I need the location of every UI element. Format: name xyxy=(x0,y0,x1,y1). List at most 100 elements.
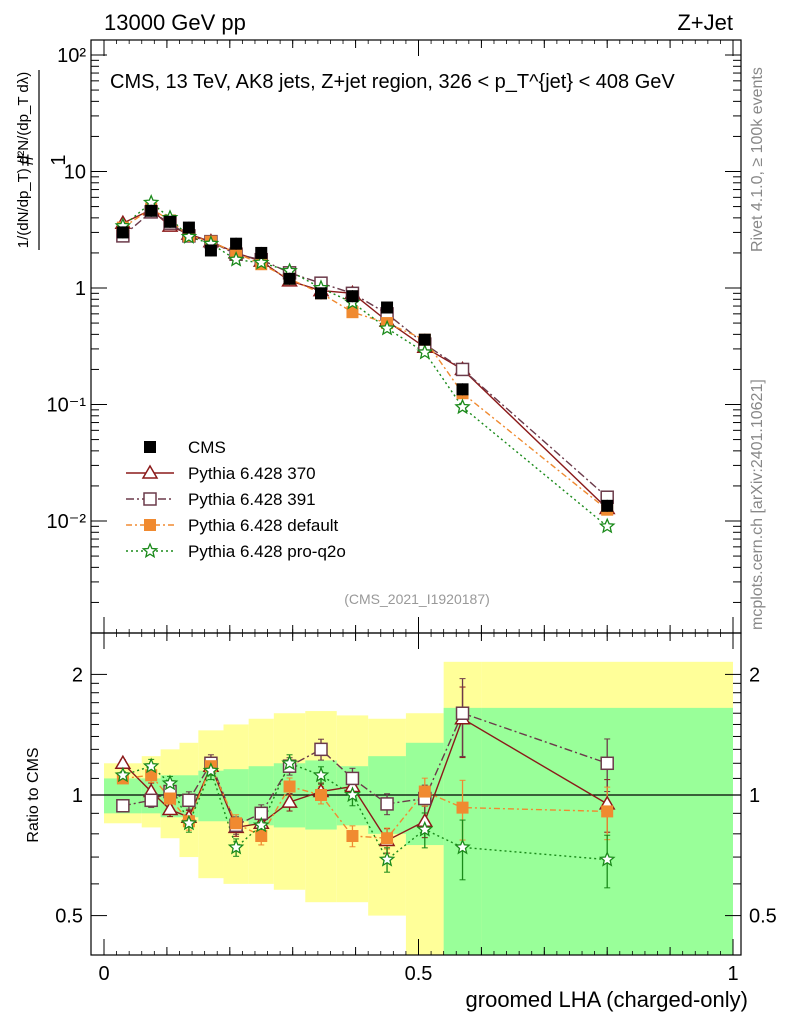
main-series-point xyxy=(416,343,433,360)
ratio-series-point xyxy=(227,838,245,855)
ratio-series-point xyxy=(315,789,328,801)
legend-marker xyxy=(144,519,156,531)
ratio-panel-series xyxy=(114,678,616,889)
cms-point xyxy=(230,237,243,250)
cms-point xyxy=(346,290,359,303)
ratio-tick-label-right: 0.5 xyxy=(749,906,777,928)
y-tick-label: 10 xyxy=(64,162,86,184)
header-right: Z+Jet xyxy=(677,10,733,35)
main-series-point xyxy=(598,517,616,534)
cms-point xyxy=(315,287,328,300)
ratio-series-point xyxy=(418,785,431,798)
ratio-series-point xyxy=(161,801,179,816)
legend: CMS Pythia 6.428 370 Pythia 6.428 391 Pythi… xyxy=(126,438,346,561)
ratio-series-point xyxy=(345,771,360,786)
main-panel-series xyxy=(114,194,616,534)
legend-marker xyxy=(143,492,157,506)
y-tick-label: 10⁻¹ xyxy=(47,395,87,417)
ratio-series-point xyxy=(380,797,394,811)
ratio-tick-label: 1 xyxy=(72,785,83,807)
cms-point xyxy=(164,215,177,228)
cms-point xyxy=(255,246,268,259)
main-series-point xyxy=(378,319,396,336)
ratio-series-point xyxy=(455,706,470,720)
main-ylabel-text: 1/(dN/dp_T) d²N/(dp_T dλ) xyxy=(15,72,32,248)
ratio-series-point xyxy=(182,793,196,808)
ratio-series-point xyxy=(416,820,433,837)
ratio-series-point xyxy=(230,817,243,830)
legend-marker xyxy=(141,542,159,559)
ratio-series-point xyxy=(145,769,158,782)
ratio-series-point xyxy=(114,766,132,783)
ratio-tick-label: 2 xyxy=(72,664,83,686)
ratio-series-point xyxy=(344,786,361,803)
ratio-series-point xyxy=(142,757,160,774)
ratio-ylabel: Ratio to CMS xyxy=(25,747,42,842)
legend-marker xyxy=(144,441,156,453)
ratio-series-point xyxy=(454,838,471,855)
header-left: 13000 GeV pp xyxy=(104,10,246,35)
ratio-panel-axes: 0 0.5 1 0.5 0.5 1 1 2 2 xyxy=(55,632,777,985)
legend-label: Pythia 6.428 default xyxy=(188,516,339,535)
svg-text:#: # xyxy=(13,153,38,166)
legend-label: Pythia 6.428 370 xyxy=(188,464,316,483)
ratio-series-point xyxy=(252,816,270,833)
main-ylabel: # 1 xyxy=(13,70,70,250)
analysis-id: (CMS_2021_I1920187) xyxy=(344,591,490,607)
cms-point xyxy=(145,204,158,217)
ratio-tick-label: 0.5 xyxy=(55,906,83,928)
main-series-point xyxy=(180,228,198,244)
cms-point xyxy=(418,333,431,346)
ratio-series-point xyxy=(598,850,616,867)
ratio-series-point xyxy=(456,801,469,814)
svg-text:1: 1 xyxy=(48,154,70,165)
legend-marker xyxy=(141,464,159,479)
ratio-series-point xyxy=(601,805,614,818)
ratio-uncertainty-bands xyxy=(104,661,733,955)
cms-point xyxy=(116,226,129,239)
legend-label: Pythia 6.428 pro-q2o xyxy=(188,542,346,561)
cms-point xyxy=(182,221,195,234)
ratio-tick-label-right: 2 xyxy=(749,664,760,686)
ratio-series-point xyxy=(312,766,330,783)
ratio-series-point xyxy=(180,814,198,831)
y-tick-label: 10² xyxy=(57,45,86,67)
ratio-series-point xyxy=(144,793,158,808)
cms-point xyxy=(381,301,394,314)
side-label-top: Rivet 4.1.0, ≥ 100k events xyxy=(749,67,766,252)
ratio-series-point xyxy=(202,762,220,778)
legend-label: CMS xyxy=(188,438,226,457)
y-tick-label: 1 xyxy=(75,278,86,300)
cms-point xyxy=(601,499,614,512)
main-series-point xyxy=(227,251,245,267)
ratio-series-point xyxy=(346,830,359,843)
ratio-tick-label-right: 1 xyxy=(749,785,760,807)
ratio-xlabel: groomed LHA (charged-only) xyxy=(466,987,748,1012)
y-tick-label: 10⁻² xyxy=(47,511,87,533)
main-series-point xyxy=(455,362,470,377)
x-tick-label: 0 xyxy=(98,963,109,985)
ratio-series-point xyxy=(161,774,179,791)
ratio-series-point xyxy=(255,830,268,843)
main-series-point xyxy=(346,306,359,319)
main-title: CMS, 13 TeV, AK8 jets, Z+jet region, 326… xyxy=(110,71,675,93)
ratio-series-point xyxy=(378,850,396,867)
legend-label: Pythia 6.428 391 xyxy=(188,490,316,509)
x-tick-label: 0.5 xyxy=(405,963,433,985)
ratio-series-point xyxy=(114,754,132,770)
ratio-frame xyxy=(90,632,742,956)
ratio-series-point xyxy=(164,792,177,805)
ratio-series-point xyxy=(281,793,298,808)
cms-point xyxy=(204,244,217,257)
side-label-bottom: mcplots.cern.ch [arXiv:2401.10621] xyxy=(749,379,766,630)
ratio-series-point xyxy=(600,756,614,771)
ratio-series-point xyxy=(281,754,298,771)
cms-point xyxy=(456,383,469,396)
cms-point xyxy=(283,272,296,285)
ratio-series-point xyxy=(314,742,328,757)
x-tick-label: 1 xyxy=(727,963,738,985)
main-series-point xyxy=(454,398,471,415)
ratio-series-point xyxy=(116,799,130,813)
